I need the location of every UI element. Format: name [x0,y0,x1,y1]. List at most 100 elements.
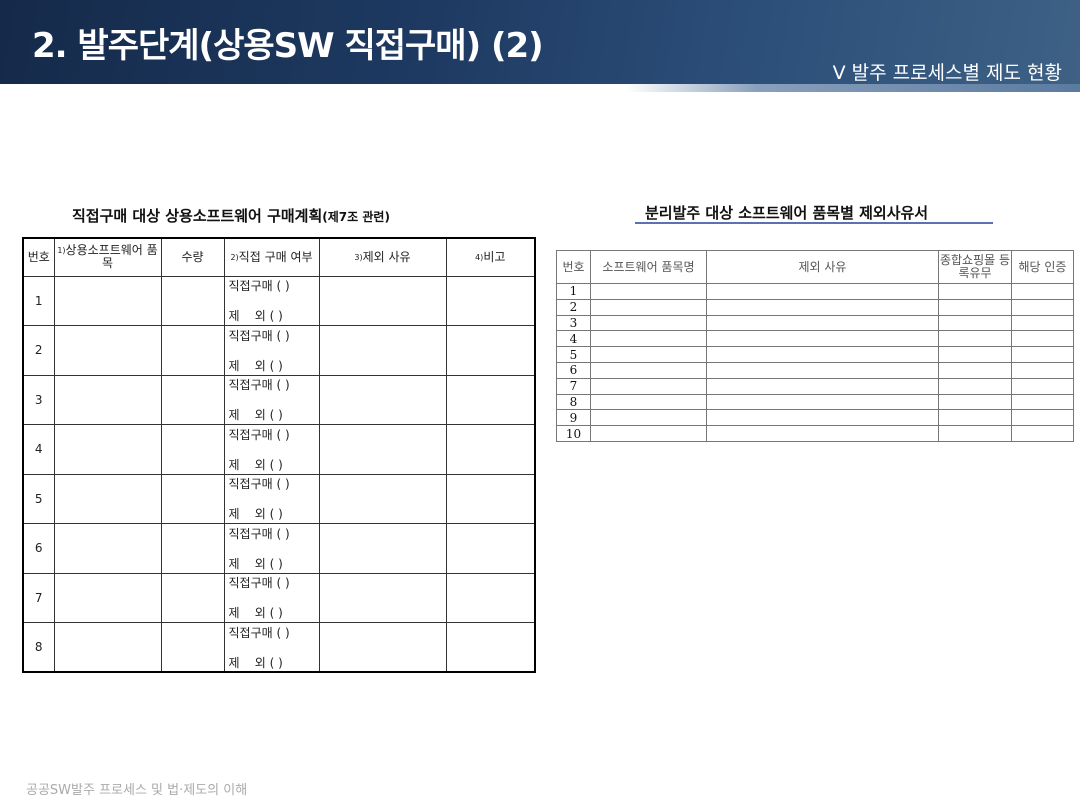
row-number: 6 [22,523,55,574]
exclude-option: 제 외 ( ) [228,457,283,472]
column-header: 제외 사유 [706,250,939,284]
column-header: 3)제외 사유 [318,237,447,277]
table-cell [445,622,536,673]
row-number: 10 [556,425,591,442]
table-cell [53,275,162,326]
table-cell: 직접구매 ( ) 제 외 ( ) [223,622,320,673]
table-cell [938,393,1012,411]
purchase-choice: 직접구매 ( ) 제 외 ( ) [225,574,319,621]
exclude-option: 제 외 ( ) [228,556,283,571]
table-cell [1011,425,1074,442]
header-divider [0,84,1080,92]
row-number: 7 [22,572,55,623]
table-cell [706,425,939,442]
table-cell [53,473,162,524]
table-cell: 직접구매 ( ) 제 외 ( ) [223,473,320,524]
table-row: 4 [556,330,1074,348]
column-header: 종합쇼핑몰 등록유무 [938,250,1012,284]
left-table-caption: 직접구매 대상 상용소프트웨어 구매계획(제7조 관련) [72,205,390,226]
table-cell [590,393,707,411]
table-cell [53,622,162,673]
table-cell [1011,409,1074,427]
header-label: 직접 구매 여부 [238,249,313,264]
table-row: 5 [556,346,1074,363]
table-cell [938,425,1012,442]
exclude-option: 제 외 ( ) [228,358,283,373]
table-row: 1 직접구매 ( ) 제 외 ( ) [22,275,536,326]
table-cell [938,346,1012,363]
column-header: 수량 [160,237,225,277]
table-cell [706,298,939,316]
table-cell [445,275,536,326]
table-cell [938,314,1012,332]
row-number: 3 [22,374,55,425]
table-cell: 직접구매 ( ) 제 외 ( ) [223,572,320,623]
table-row: 1 [556,283,1074,300]
direct-purchase-option: 직접구매 ( ) [228,477,290,492]
table-cell [590,283,707,300]
section-label: V 발주 프로세스별 제도 현황 [832,62,1062,84]
table-cell [53,523,162,574]
table-cell [53,424,162,475]
table-cell [53,325,162,376]
table-cell [318,572,447,623]
table-cell [160,275,225,326]
direct-purchase-option: 직접구매 ( ) [228,378,290,393]
row-number: 4 [22,424,55,475]
table-cell: 직접구매 ( ) 제 외 ( ) [223,424,320,475]
table-row: 3 [556,314,1074,332]
header-label: 비고 [483,249,506,264]
row-number: 8 [556,393,591,411]
direct-purchase-option: 직접구매 ( ) [228,625,290,640]
column-header: 1)상용소프트웨어 품목 [53,237,162,277]
table-cell [318,275,447,326]
direct-purchase-option: 직접구매 ( ) [228,576,290,591]
table-row: 3 직접구매 ( ) 제 외 ( ) [22,374,536,425]
footnote-marker: 4) [475,252,484,262]
exclude-option: 제 외 ( ) [228,408,283,423]
table-cell [938,330,1012,348]
table-cell: 직접구매 ( ) 제 외 ( ) [223,275,320,326]
table-cell [706,330,939,348]
page-title: 2. 발주단계(상용SW 직접구매) (2) [32,26,544,66]
table-cell [318,374,447,425]
table-row: 7 직접구매 ( ) 제 외 ( ) [22,572,536,623]
table-cell [706,377,939,395]
table-cell [590,361,707,379]
table-cell [590,330,707,348]
table-cell [1011,377,1074,395]
table-cell [706,314,939,332]
table-row: 10 [556,425,1074,442]
caption-suffix: (제7조 관련) [322,210,390,224]
table-cell [160,473,225,524]
table-cell [445,325,536,376]
caption-main: 직접구매 대상 상용소프트웨어 구매계획 [72,207,323,225]
table-cell [445,424,536,475]
table-cell [160,424,225,475]
table-cell [160,523,225,574]
column-header: 소프트웨어 품목명 [590,250,707,284]
purchase-choice: 직접구매 ( ) 제 외 ( ) [225,475,319,522]
table-cell [1011,346,1074,363]
purchase-choice: 직접구매 ( ) 제 외 ( ) [225,277,319,324]
column-header: 번호 [556,250,591,284]
table-row: 6 [556,361,1074,379]
table-cell [590,346,707,363]
footnote-marker: 1) [57,246,66,256]
table-cell [318,622,447,673]
table-cell [1011,314,1074,332]
table-cell [706,283,939,300]
direct-purchase-option: 직접구매 ( ) [228,328,290,343]
row-number: 2 [22,325,55,376]
direct-purchase-option: 직접구매 ( ) [228,526,290,541]
table-cell [706,346,939,363]
caption-underline [635,222,993,224]
table-row: 8 [556,393,1074,411]
table-cell [53,374,162,425]
table-cell [938,409,1012,427]
row-number: 3 [556,314,591,332]
table-cell: 직접구매 ( ) 제 외 ( ) [223,325,320,376]
table-cell [318,325,447,376]
table-cell [938,298,1012,316]
table-cell [160,622,225,673]
